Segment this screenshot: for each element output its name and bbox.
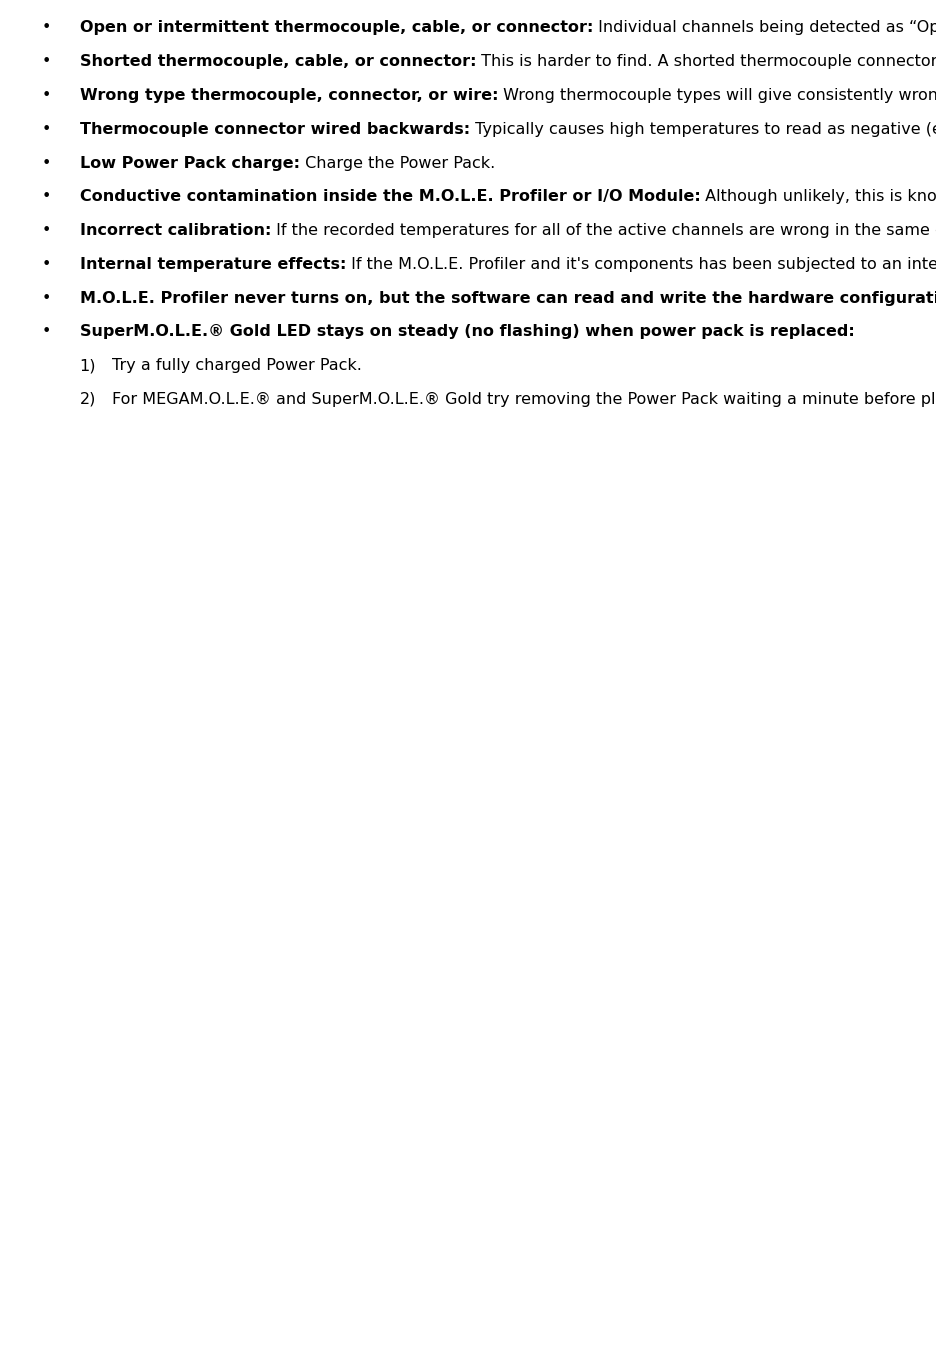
Text: 2): 2) bbox=[80, 392, 95, 407]
Text: Individual channels being detected as “Open” on the profile plot will indicate t: Individual channels being detected as “O… bbox=[592, 20, 936, 35]
Text: Conductive contamination inside the M.O.L.E. Profiler or I/O Module:: Conductive contamination inside the M.O.… bbox=[80, 189, 700, 204]
Text: •: • bbox=[42, 121, 51, 136]
Text: This is harder to find. A shorted thermocouple connector or cable creates a new : This is harder to find. A shorted thermo… bbox=[476, 54, 936, 69]
Text: Wrong type thermocouple, connector, or wire:: Wrong type thermocouple, connector, or w… bbox=[80, 89, 498, 104]
Text: Internal temperature effects:: Internal temperature effects: bbox=[80, 257, 346, 272]
Text: •: • bbox=[42, 290, 51, 305]
Text: M.O.L.E. Profiler never turns on, but the software can read and write the hardwa: M.O.L.E. Profiler never turns on, but th… bbox=[80, 290, 936, 305]
Text: If the M.O.L.E. Profiler and it's components has been subjected to an internal t: If the M.O.L.E. Profiler and it's compon… bbox=[346, 257, 936, 272]
Text: Charge the Power Pack.: Charge the Power Pack. bbox=[300, 155, 495, 170]
Text: SuperM.O.L.E.® Gold LED stays on steady (no flashing) when power pack is replace: SuperM.O.L.E.® Gold LED stays on steady … bbox=[80, 324, 855, 339]
Text: •: • bbox=[42, 189, 51, 204]
Text: For MEGAM.O.L.E.® and SuperM.O.L.E.® Gold try removing the Power Pack waiting a : For MEGAM.O.L.E.® and SuperM.O.L.E.® Gol… bbox=[112, 392, 936, 407]
Text: Try a fully charged Power Pack.: Try a fully charged Power Pack. bbox=[112, 358, 362, 373]
Text: •: • bbox=[42, 324, 51, 339]
Text: •: • bbox=[42, 89, 51, 104]
Text: If the recorded temperatures for all of the active channels are wrong in the sam: If the recorded temperatures for all of … bbox=[271, 223, 936, 238]
Text: •: • bbox=[42, 54, 51, 69]
Text: •: • bbox=[42, 20, 51, 35]
Text: •: • bbox=[42, 223, 51, 238]
Text: Open or intermittent thermocouple, cable, or connector:: Open or intermittent thermocouple, cable… bbox=[80, 20, 592, 35]
Text: 1): 1) bbox=[80, 358, 96, 373]
Text: Typically causes high temperatures to read as negative (e.g., -150°F.). Should b: Typically causes high temperatures to re… bbox=[470, 121, 936, 136]
Text: Incorrect calibration:: Incorrect calibration: bbox=[80, 223, 271, 238]
Text: Although unlikely, this is known to cause “spikes” (abrupt jumps in value) in th: Although unlikely, this is known to caus… bbox=[700, 189, 936, 204]
Text: Thermocouple connector wired backwards:: Thermocouple connector wired backwards: bbox=[80, 121, 470, 136]
Text: Low Power Pack charge:: Low Power Pack charge: bbox=[80, 155, 300, 170]
Text: •: • bbox=[42, 155, 51, 170]
Text: •: • bbox=[42, 257, 51, 272]
Text: Shorted thermocouple, cable, or connector:: Shorted thermocouple, cable, or connecto… bbox=[80, 54, 476, 69]
Text: Wrong thermocouple types will give consistently wrong readings, either always hi: Wrong thermocouple types will give consi… bbox=[498, 89, 936, 104]
